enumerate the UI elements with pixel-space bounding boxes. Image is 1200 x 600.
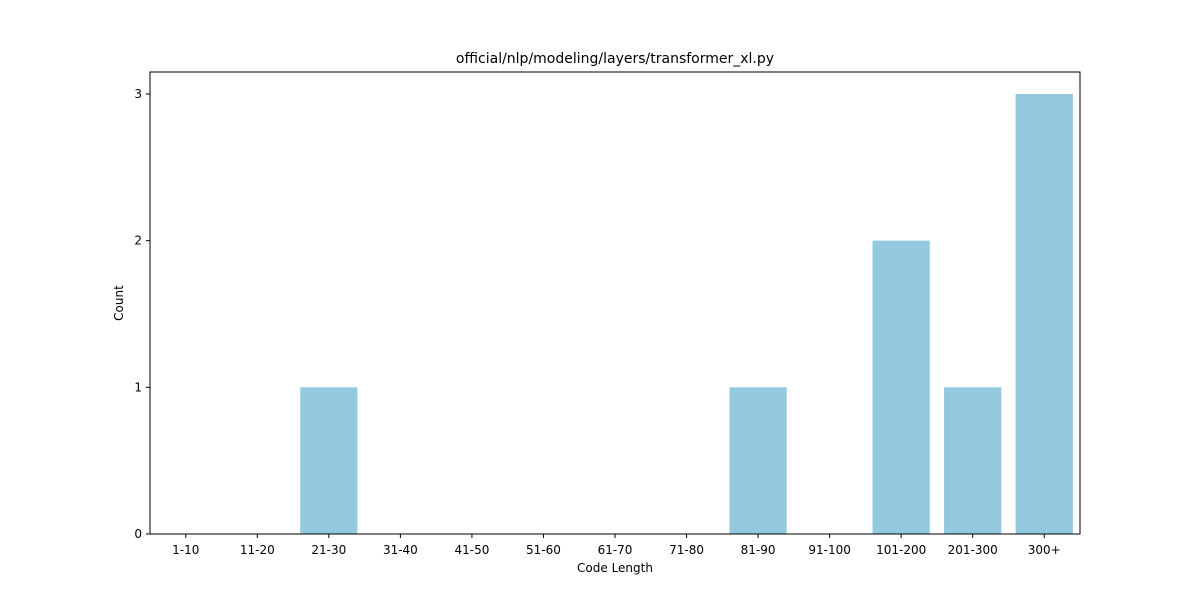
x-tick-label: 41-50: [454, 543, 489, 557]
x-tick-label: 71-80: [669, 543, 704, 557]
y-tick-label: 2: [134, 234, 142, 248]
bar-300+: [1015, 94, 1073, 534]
x-tick-label: 31-40: [383, 543, 418, 557]
plot-frame: [149, 71, 1081, 535]
x-tick-label: 1-10: [172, 543, 199, 557]
bar-201-300: [944, 387, 1002, 534]
y-tick-label: 1: [134, 380, 142, 394]
bar-21-30: [300, 387, 358, 534]
x-tick-label: 81-90: [741, 543, 776, 557]
x-tick-label: 300+: [1028, 543, 1061, 557]
x-tick-label: 51-60: [526, 543, 561, 557]
x-tick-label: 11-20: [240, 543, 275, 557]
y-axis-ticks: 0 1 2 3: [134, 87, 150, 541]
y-tick-label: 0: [134, 527, 142, 541]
x-axis-ticks: 1-10 11-20 21-30 31-40 41-50 51-60 61-70 71-80 8…: [172, 534, 1061, 557]
x-tick-label: 201-300: [948, 543, 998, 557]
y-axis-label: Count: [112, 285, 126, 321]
x-tick-label: 61-70: [598, 543, 633, 557]
x-tick-label: 91-100: [808, 543, 851, 557]
chart-title: official/nlp/modeling/layers/transformer…: [456, 51, 774, 67]
x-axis-label: Code Length: [577, 561, 653, 575]
bars-group: [300, 94, 1073, 535]
x-tick-label: 21-30: [311, 543, 346, 557]
bar-101-200: [872, 240, 930, 535]
x-tick-label: 101-200: [876, 543, 926, 557]
y-tick-label: 3: [134, 87, 142, 101]
bar-81-90: [729, 387, 787, 534]
